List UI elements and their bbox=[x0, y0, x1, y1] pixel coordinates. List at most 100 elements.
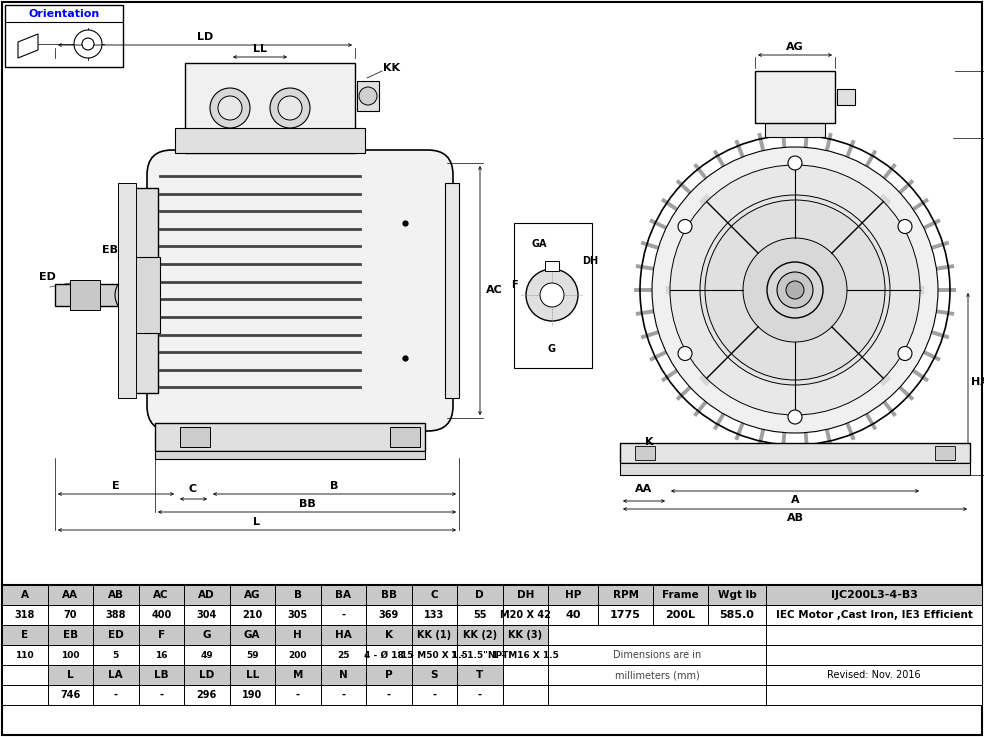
Bar bbox=[321, 645, 366, 665]
Circle shape bbox=[526, 269, 578, 321]
Bar bbox=[366, 605, 411, 625]
Bar bbox=[514, 223, 592, 368]
Bar bbox=[47, 585, 93, 605]
Text: LD: LD bbox=[199, 670, 215, 680]
Bar bbox=[366, 685, 411, 705]
Text: 5: 5 bbox=[112, 651, 119, 660]
Text: K: K bbox=[385, 630, 393, 640]
Text: 133: 133 bbox=[424, 610, 445, 620]
Bar bbox=[548, 605, 598, 625]
Text: G: G bbox=[203, 630, 211, 640]
Circle shape bbox=[678, 220, 692, 234]
Text: 210: 210 bbox=[242, 610, 263, 620]
Text: LL: LL bbox=[246, 670, 259, 680]
Bar bbox=[653, 605, 708, 625]
Text: 1 - 1.5"NPT: 1 - 1.5"NPT bbox=[451, 651, 509, 660]
Bar bbox=[457, 625, 503, 645]
Text: 200: 200 bbox=[288, 651, 307, 660]
Text: -: - bbox=[296, 690, 300, 700]
Text: 40: 40 bbox=[565, 610, 581, 620]
Text: AC: AC bbox=[154, 590, 169, 600]
Text: B: B bbox=[294, 590, 302, 600]
Text: C: C bbox=[189, 484, 197, 494]
Bar bbox=[653, 585, 708, 605]
Bar bbox=[457, 645, 503, 665]
Bar bbox=[139, 585, 184, 605]
Bar bbox=[229, 625, 275, 645]
Circle shape bbox=[670, 165, 920, 415]
Text: IJC200L3-4-B3: IJC200L3-4-B3 bbox=[830, 590, 917, 600]
Text: F: F bbox=[511, 280, 518, 290]
Bar bbox=[548, 585, 598, 605]
Text: 55: 55 bbox=[473, 610, 486, 620]
Circle shape bbox=[788, 410, 802, 424]
Text: M20 X 42: M20 X 42 bbox=[500, 610, 551, 620]
Bar bbox=[457, 685, 503, 705]
Bar bbox=[766, 605, 982, 625]
Bar bbox=[321, 625, 366, 645]
Bar bbox=[47, 665, 93, 685]
Bar bbox=[5, 5, 123, 67]
Circle shape bbox=[705, 200, 885, 380]
Bar bbox=[139, 645, 184, 665]
Bar bbox=[2, 685, 47, 705]
Bar bbox=[321, 685, 366, 705]
Circle shape bbox=[786, 281, 804, 299]
Text: 1 - M50 X 1.5: 1 - M50 X 1.5 bbox=[400, 651, 467, 660]
Bar bbox=[229, 685, 275, 705]
Bar bbox=[155, 423, 425, 451]
Bar bbox=[411, 645, 457, 665]
Bar bbox=[93, 605, 139, 625]
Bar bbox=[180, 427, 210, 447]
Text: F: F bbox=[157, 630, 164, 640]
Text: ED: ED bbox=[38, 272, 55, 282]
Bar bbox=[93, 685, 139, 705]
Circle shape bbox=[218, 96, 242, 120]
Text: L: L bbox=[254, 517, 261, 527]
Bar bbox=[93, 665, 139, 685]
Bar bbox=[935, 446, 955, 460]
Text: 400: 400 bbox=[152, 610, 171, 620]
Bar bbox=[765, 123, 825, 137]
Bar bbox=[275, 625, 321, 645]
Bar bbox=[503, 605, 548, 625]
Text: D: D bbox=[556, 290, 564, 300]
Circle shape bbox=[788, 156, 802, 170]
Bar bbox=[47, 625, 93, 645]
Text: EB: EB bbox=[63, 630, 78, 640]
Text: -: - bbox=[341, 610, 345, 620]
Bar bbox=[275, 585, 321, 605]
Text: Dimensions are in: Dimensions are in bbox=[613, 650, 702, 660]
Circle shape bbox=[767, 262, 823, 318]
Bar bbox=[708, 605, 766, 625]
Text: LD: LD bbox=[197, 32, 214, 42]
Text: 200L: 200L bbox=[665, 610, 696, 620]
Bar bbox=[93, 625, 139, 645]
Bar bbox=[184, 645, 229, 665]
Text: HA: HA bbox=[971, 377, 984, 387]
Bar bbox=[275, 605, 321, 625]
Bar bbox=[184, 685, 229, 705]
Text: AA: AA bbox=[62, 590, 79, 600]
Bar bbox=[445, 183, 459, 398]
Bar bbox=[184, 605, 229, 625]
Text: KK (1): KK (1) bbox=[417, 630, 452, 640]
Text: 59: 59 bbox=[246, 651, 259, 660]
Text: 190: 190 bbox=[242, 690, 263, 700]
Bar bbox=[2, 585, 47, 605]
Text: D: D bbox=[475, 590, 484, 600]
Text: AB: AB bbox=[786, 513, 804, 523]
Bar bbox=[548, 645, 766, 665]
Text: 296: 296 bbox=[197, 690, 216, 700]
Text: Revised: Nov. 2016: Revised: Nov. 2016 bbox=[828, 670, 921, 680]
Text: N: N bbox=[338, 670, 347, 680]
Bar bbox=[70, 280, 100, 310]
Bar bbox=[598, 585, 653, 605]
Bar bbox=[2, 645, 47, 665]
Text: A: A bbox=[791, 495, 799, 505]
Circle shape bbox=[359, 87, 377, 105]
Circle shape bbox=[700, 195, 890, 385]
Bar bbox=[2, 665, 47, 685]
Text: AB: AB bbox=[108, 590, 124, 600]
Bar bbox=[321, 605, 366, 625]
